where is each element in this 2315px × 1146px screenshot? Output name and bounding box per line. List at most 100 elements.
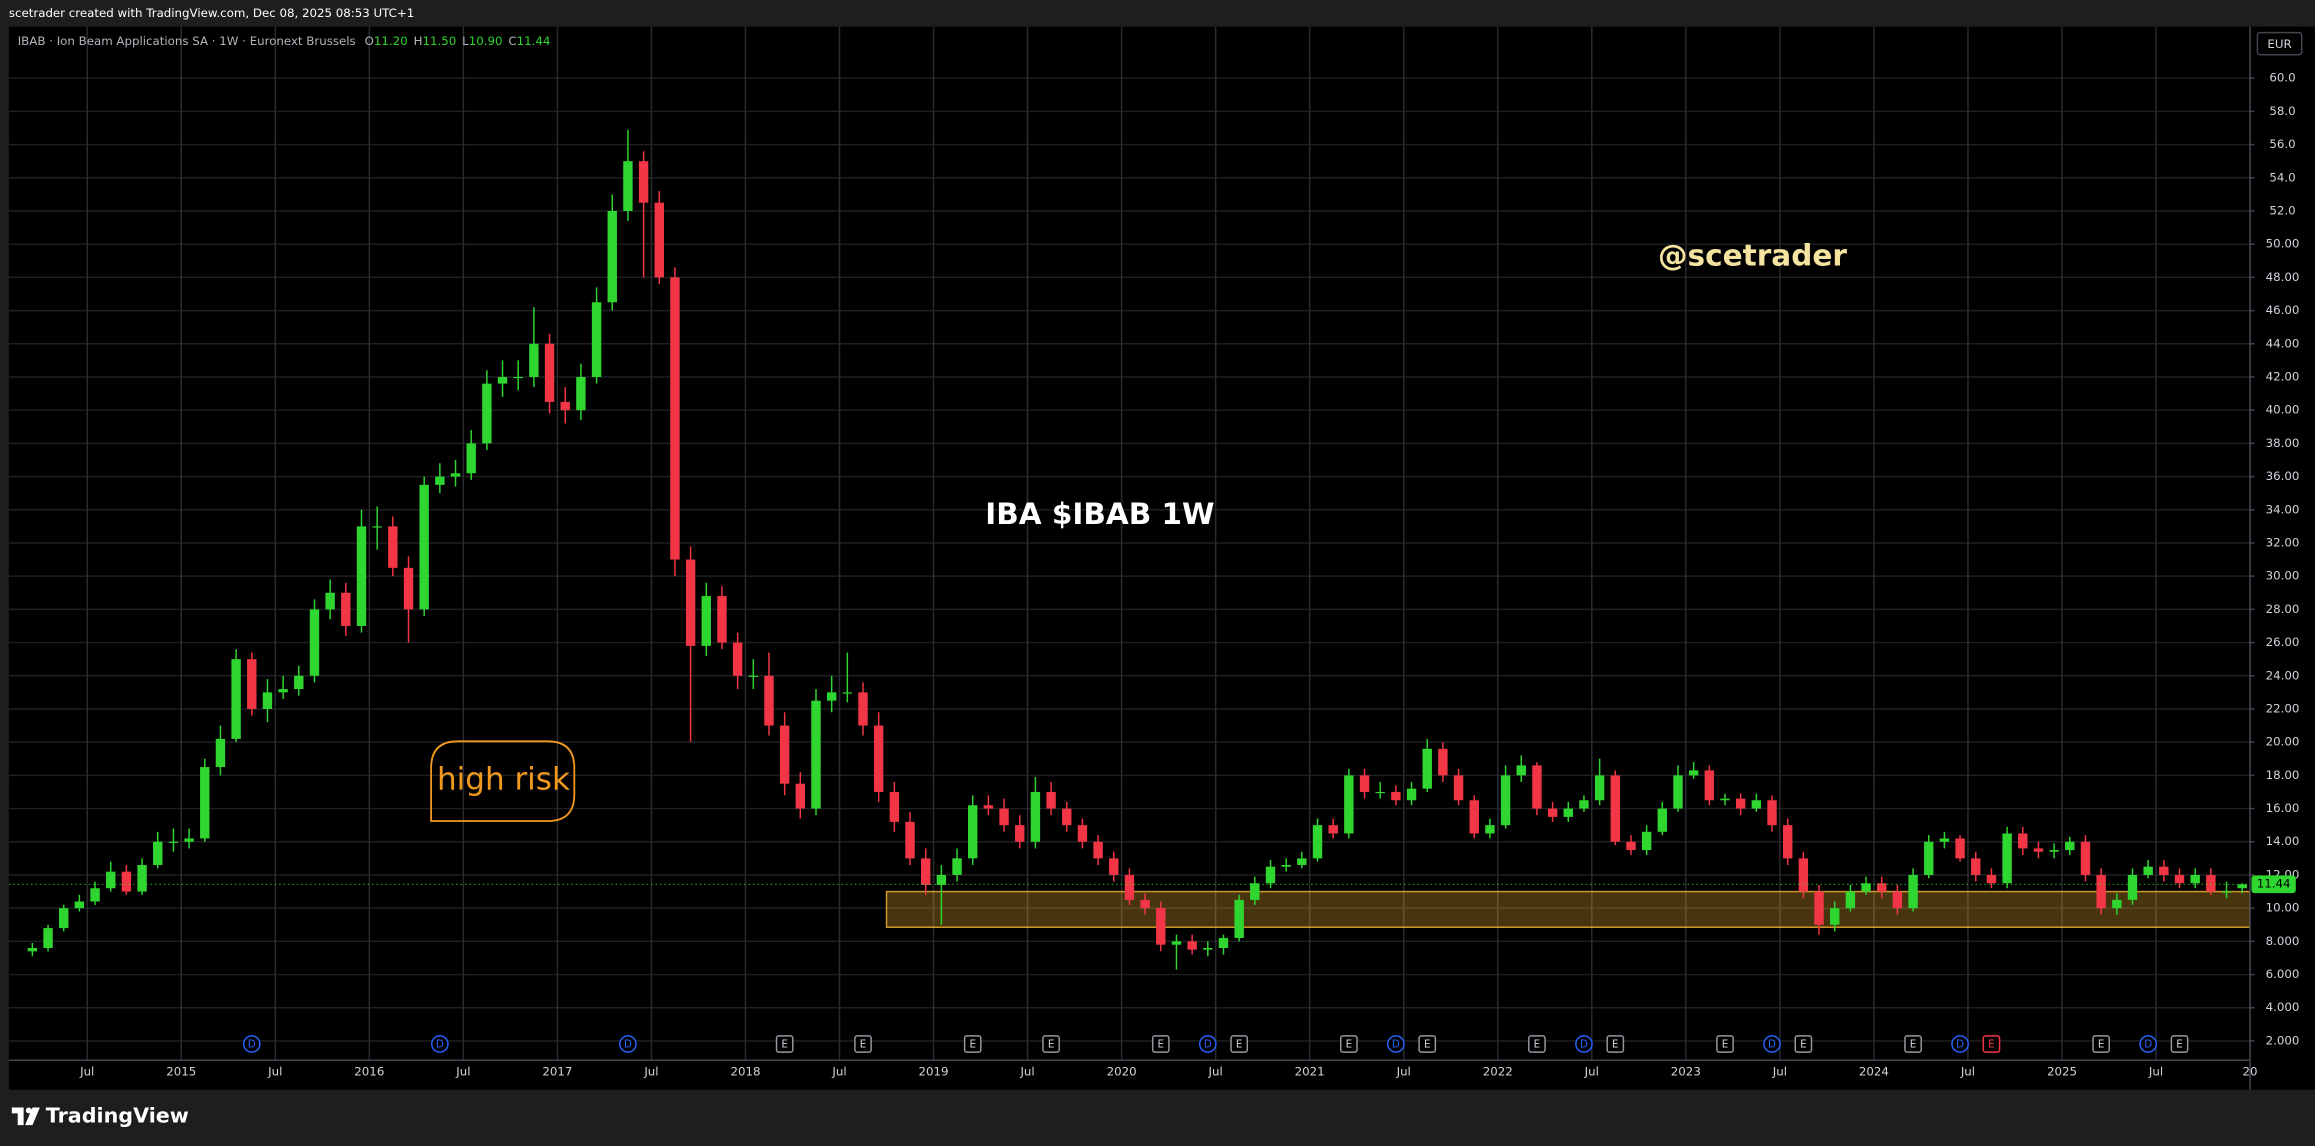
- ohlc-value: 11.50: [422, 34, 456, 48]
- x-tick-label: Jul: [831, 1065, 846, 1079]
- x-tick-label: Jul: [267, 1065, 282, 1079]
- event-label: E: [1534, 1039, 1541, 1051]
- candle-body: [200, 767, 210, 839]
- event-label: D: [1956, 1039, 1964, 1051]
- y-tick-label: 4.000: [2266, 1000, 2300, 1014]
- candle-body: [1626, 841, 1636, 851]
- y-tick-label: 44.00: [2266, 336, 2300, 350]
- candle-body: [905, 821, 915, 859]
- earnings-marker: [1528, 1035, 1546, 1053]
- currency: EUR: [2267, 37, 2291, 51]
- y-tick-label: 2.000: [2266, 1033, 2300, 1047]
- candle-body: [1610, 775, 1621, 842]
- last-price-tag: [2251, 875, 2296, 894]
- candle-body: [1908, 874, 1918, 909]
- candle-body: [294, 675, 304, 690]
- candle-body: [356, 526, 367, 626]
- y-tick-label: 16.00: [2266, 801, 2300, 815]
- candle-body: [231, 659, 241, 739]
- candle-body: [1015, 825, 1025, 842]
- earnings-marker: [1340, 1035, 1358, 1053]
- candle-body: [419, 484, 429, 610]
- candle-body: [1030, 791, 1041, 842]
- x-tick-label: 2016: [354, 1065, 384, 1079]
- candle-body: [27, 948, 38, 952]
- callout-text: high risk: [437, 762, 570, 798]
- ohlc-key: O: [365, 34, 374, 48]
- y-tick-label: 60.0: [2269, 71, 2295, 85]
- event-label: E: [1158, 1039, 1165, 1051]
- candle-body: [1312, 825, 1323, 859]
- y-tick-label: 20.00: [2266, 735, 2300, 749]
- candle-body: [1140, 899, 1150, 909]
- candle-body: [685, 559, 696, 646]
- candle-body: [748, 675, 759, 677]
- candle-body: [1218, 938, 1229, 949]
- earnings-marker: [1042, 1035, 1060, 1053]
- candle-body: [59, 908, 69, 929]
- candle-body: [2033, 848, 2044, 852]
- earnings-marker: [1794, 1035, 1813, 1053]
- event-label: E: [1800, 1039, 1807, 1051]
- y-tick-label: 42.00: [2266, 369, 2300, 383]
- candle-body: [544, 343, 555, 402]
- candle-body: [1485, 825, 1495, 834]
- earnings-marker: [1151, 1035, 1170, 1053]
- candle-body: [1924, 841, 1934, 875]
- ohlc-key: L: [462, 34, 469, 48]
- event-label: E: [969, 1039, 976, 1051]
- candle-body: [497, 376, 508, 384]
- y-tick-label: 32.00: [2266, 535, 2300, 549]
- candle-body: [513, 376, 523, 379]
- candle-body: [1046, 791, 1056, 809]
- y-tick-label: 6.000: [2266, 967, 2300, 981]
- dividend-marker: [430, 1035, 449, 1053]
- candle-body: [43, 928, 53, 949]
- y-tick-label: 14.00: [2266, 834, 2300, 848]
- event-label: E: [1424, 1039, 1431, 1051]
- y-tick-label: 38.00: [2266, 436, 2300, 450]
- candle-body: [1234, 899, 1244, 939]
- candle-body: [1093, 841, 1103, 859]
- candle-body: [732, 642, 743, 676]
- x-tick-label: Jul: [1396, 1065, 1411, 1079]
- y-tick-label: 54.0: [2269, 170, 2295, 184]
- candle-body: [670, 277, 680, 560]
- ohlc-value: 11.44: [517, 34, 551, 48]
- candle-body: [1124, 874, 1135, 900]
- chart-title: IBA $IBAB 1W: [985, 497, 1214, 531]
- event-label: E: [1910, 1039, 1917, 1051]
- x-tick-label: 2020: [1107, 1065, 1137, 1079]
- earnings-marker: [1606, 1035, 1625, 1053]
- candle-body: [1359, 775, 1370, 792]
- candle-body: [341, 592, 351, 626]
- x-tick-label: 2021: [1295, 1065, 1325, 1079]
- header-text: scetrader created with TradingView.com, …: [9, 6, 414, 20]
- candle-body: [1688, 770, 1699, 776]
- y-tick-label: 8.000: [2266, 934, 2300, 948]
- logo-dot: [25, 1107, 32, 1114]
- candle-body: [215, 738, 226, 768]
- candle-body: [403, 567, 414, 610]
- y-tick-label: 28.00: [2266, 602, 2300, 616]
- candle-body: [2174, 874, 2185, 884]
- candle-body: [2018, 833, 2028, 849]
- y-tick-label: 46.00: [2266, 303, 2300, 317]
- candle-body: [247, 659, 257, 709]
- x-tick-label: Jul: [643, 1065, 658, 1079]
- symbol-info: IBAB · Ion Beam Applications SA · 1W · E…: [18, 34, 356, 48]
- candle-body: [968, 805, 978, 859]
- candle-body: [591, 302, 602, 377]
- candle-body: [560, 401, 570, 411]
- x-tick-label: 2017: [542, 1065, 572, 1079]
- candle-body: [2080, 841, 2091, 875]
- event-label: D: [624, 1039, 632, 1051]
- candle-body: [717, 596, 727, 643]
- x-tick-label: 2018: [730, 1065, 760, 1079]
- event-label: E: [1612, 1039, 1619, 1051]
- dividend-marker: [1951, 1035, 1969, 1053]
- candle-body: [106, 871, 116, 889]
- y-tick-label: 18.00: [2266, 768, 2300, 782]
- candle-body: [1406, 788, 1417, 801]
- x-tick-label: 2019: [919, 1065, 949, 1079]
